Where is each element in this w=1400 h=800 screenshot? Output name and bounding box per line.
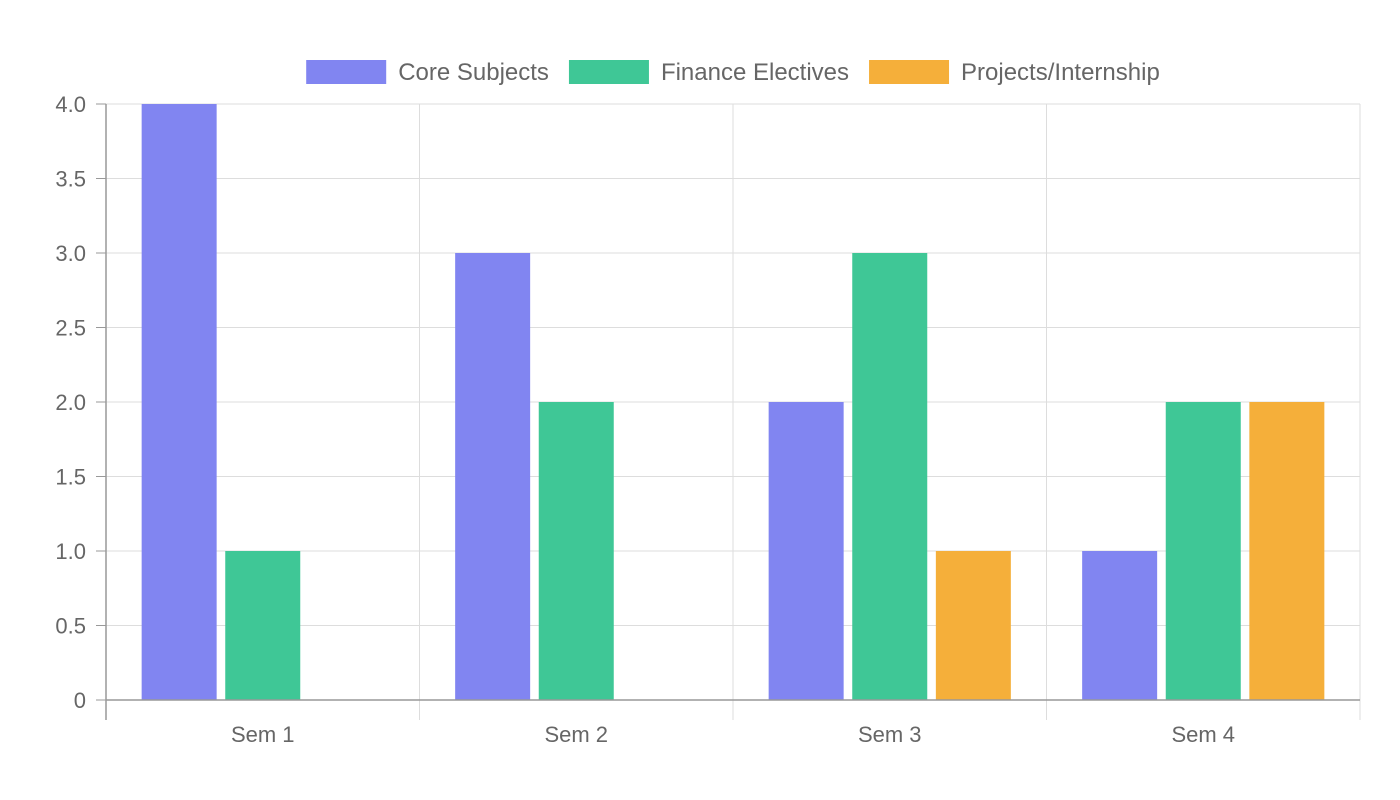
y-tick-label: 2.0 bbox=[55, 390, 86, 415]
bar-projects-internship-sem-4[interactable] bbox=[1249, 402, 1325, 700]
bar-core-subjects-sem-1[interactable] bbox=[141, 104, 217, 700]
legend-swatch bbox=[568, 60, 649, 84]
bar-finance-electives-sem-2[interactable] bbox=[538, 402, 614, 700]
bar-core-subjects-sem-4[interactable] bbox=[1082, 551, 1158, 700]
y-tick-label: 0.5 bbox=[55, 614, 86, 639]
legend-item-projects-internship[interactable]: Projects/Internship bbox=[869, 59, 1160, 86]
y-axis-tick-labels: 0 0.5 1.0 1.5 2.0 2.5 3.0 3.5 4.0 bbox=[55, 92, 86, 713]
bar-core-subjects-sem-2[interactable] bbox=[455, 253, 531, 700]
legend-label: Core Subjects bbox=[398, 59, 549, 86]
bar-finance-electives-sem-3[interactable] bbox=[852, 253, 928, 700]
y-tick-label: 1.0 bbox=[55, 539, 86, 564]
bar-core-subjects-sem-3[interactable] bbox=[768, 402, 844, 700]
legend-item-core-subjects[interactable]: Core Subjects bbox=[306, 59, 549, 86]
y-tick-label: 2.5 bbox=[55, 316, 86, 341]
x-tick-label: Sem 1 bbox=[231, 722, 295, 747]
legend-label: Projects/Internship bbox=[961, 59, 1160, 86]
bar-finance-electives-sem-4[interactable] bbox=[1165, 402, 1241, 700]
y-tick-label: 0 bbox=[74, 688, 86, 713]
x-tick-label: Sem 3 bbox=[858, 722, 922, 747]
legend[interactable]: Core Subjects Finance Electives Projects/I… bbox=[306, 59, 1160, 86]
y-tick-label: 4.0 bbox=[55, 92, 86, 117]
bars bbox=[141, 104, 1325, 700]
bar-finance-electives-sem-1[interactable] bbox=[225, 551, 301, 700]
axes bbox=[96, 103, 1360, 720]
x-axis-tick-labels: Sem 1 Sem 2 Sem 3 Sem 4 bbox=[231, 722, 1235, 747]
x-tick-label: Sem 4 bbox=[1171, 722, 1235, 747]
grid-lines bbox=[106, 103, 1361, 720]
legend-item-finance-electives[interactable]: Finance Electives bbox=[568, 59, 849, 86]
y-tick-label: 3.0 bbox=[55, 241, 86, 266]
y-tick-label: 1.5 bbox=[55, 465, 86, 490]
legend-label: Finance Electives bbox=[661, 59, 849, 86]
legend-swatch bbox=[306, 60, 387, 84]
bar-projects-internship-sem-3[interactable] bbox=[935, 551, 1011, 700]
y-tick-label: 3.5 bbox=[55, 167, 86, 192]
legend-swatch bbox=[869, 60, 950, 84]
x-tick-label: Sem 2 bbox=[544, 722, 608, 747]
